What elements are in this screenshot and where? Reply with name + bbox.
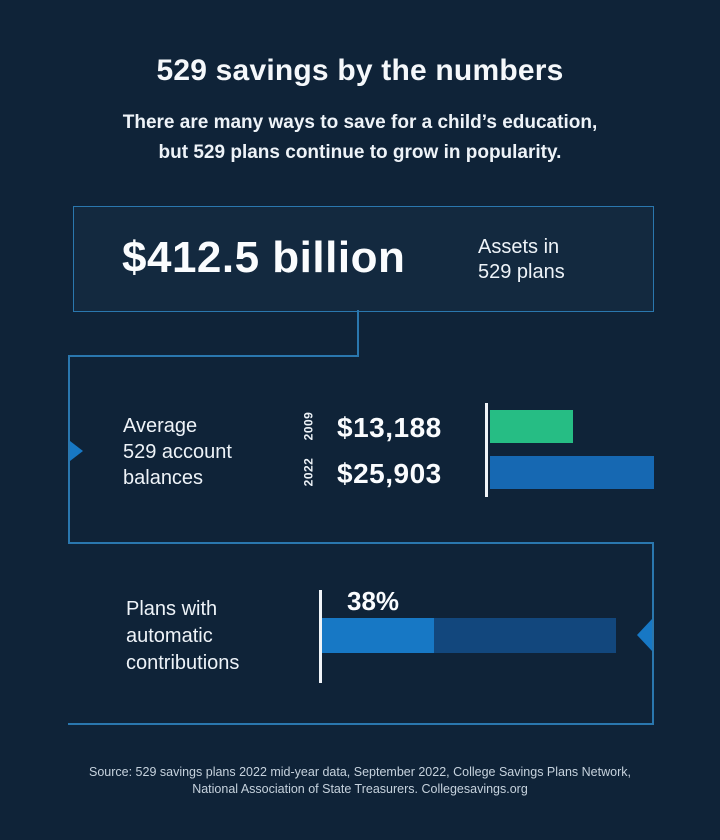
year-label-2022: 2022 xyxy=(300,457,315,487)
balances-label-line-3: balances xyxy=(123,467,204,489)
balance-value-2009: $13,188 xyxy=(337,412,442,443)
bar-2022 xyxy=(490,456,654,489)
balances-axis-line xyxy=(485,403,488,497)
page-title: 529 savings by the numbers xyxy=(156,54,564,87)
contributions-section-bottom-border xyxy=(68,723,654,725)
auto-contrib-track xyxy=(322,618,616,653)
assets-label: Assets in 529 plans xyxy=(478,235,565,285)
contributions-label-line-2: automatic xyxy=(126,625,213,647)
assets-stat-box: $412.5 billion Assets in 529 plans xyxy=(73,206,654,312)
balances-section-left-border xyxy=(68,355,70,544)
source-line-1: Source: 529 savings plans 2022 mid-year … xyxy=(89,765,631,779)
subtitle-line-2: but 529 plans continue to grow in popula… xyxy=(158,142,562,163)
balances-label-line-2: 529 account xyxy=(123,441,232,463)
contributions-axis-line xyxy=(319,590,322,683)
year-label-2009: 2009 xyxy=(300,411,315,441)
contributions-label-line-3: contributions xyxy=(126,652,240,674)
arrow-left-icon xyxy=(637,619,652,651)
contributions-section-label: Plans with automatic contributions xyxy=(126,596,239,677)
source-line-2: National Association of State Treasurers… xyxy=(192,782,528,796)
subtitle-line-1: There are many ways to save for a child’… xyxy=(122,112,598,133)
auto-contrib-fill xyxy=(322,618,434,653)
contributions-percent-value: 38% xyxy=(347,586,400,616)
connector-horizontal-line xyxy=(68,355,359,357)
contributions-section-right-border xyxy=(652,542,654,725)
contributions-label-line-1: Plans with xyxy=(126,598,218,620)
connector-vertical-line xyxy=(357,310,359,356)
bar-2009 xyxy=(490,410,573,443)
assets-value: $412.5 billion xyxy=(122,233,406,282)
balances-section-label: Average 529 account balances xyxy=(123,413,232,491)
source-footer: Source: 529 savings plans 2022 mid-year … xyxy=(0,764,720,798)
arrow-right-icon xyxy=(70,441,83,461)
balances-label-line-1: Average xyxy=(123,415,198,437)
assets-label-line-1: Assets in xyxy=(478,236,560,258)
balance-value-2022: $25,903 xyxy=(337,458,442,489)
section-divider-line xyxy=(68,542,654,544)
assets-label-line-2: 529 plans xyxy=(478,261,565,283)
page-subtitle: There are many ways to save for a child’… xyxy=(0,108,720,168)
